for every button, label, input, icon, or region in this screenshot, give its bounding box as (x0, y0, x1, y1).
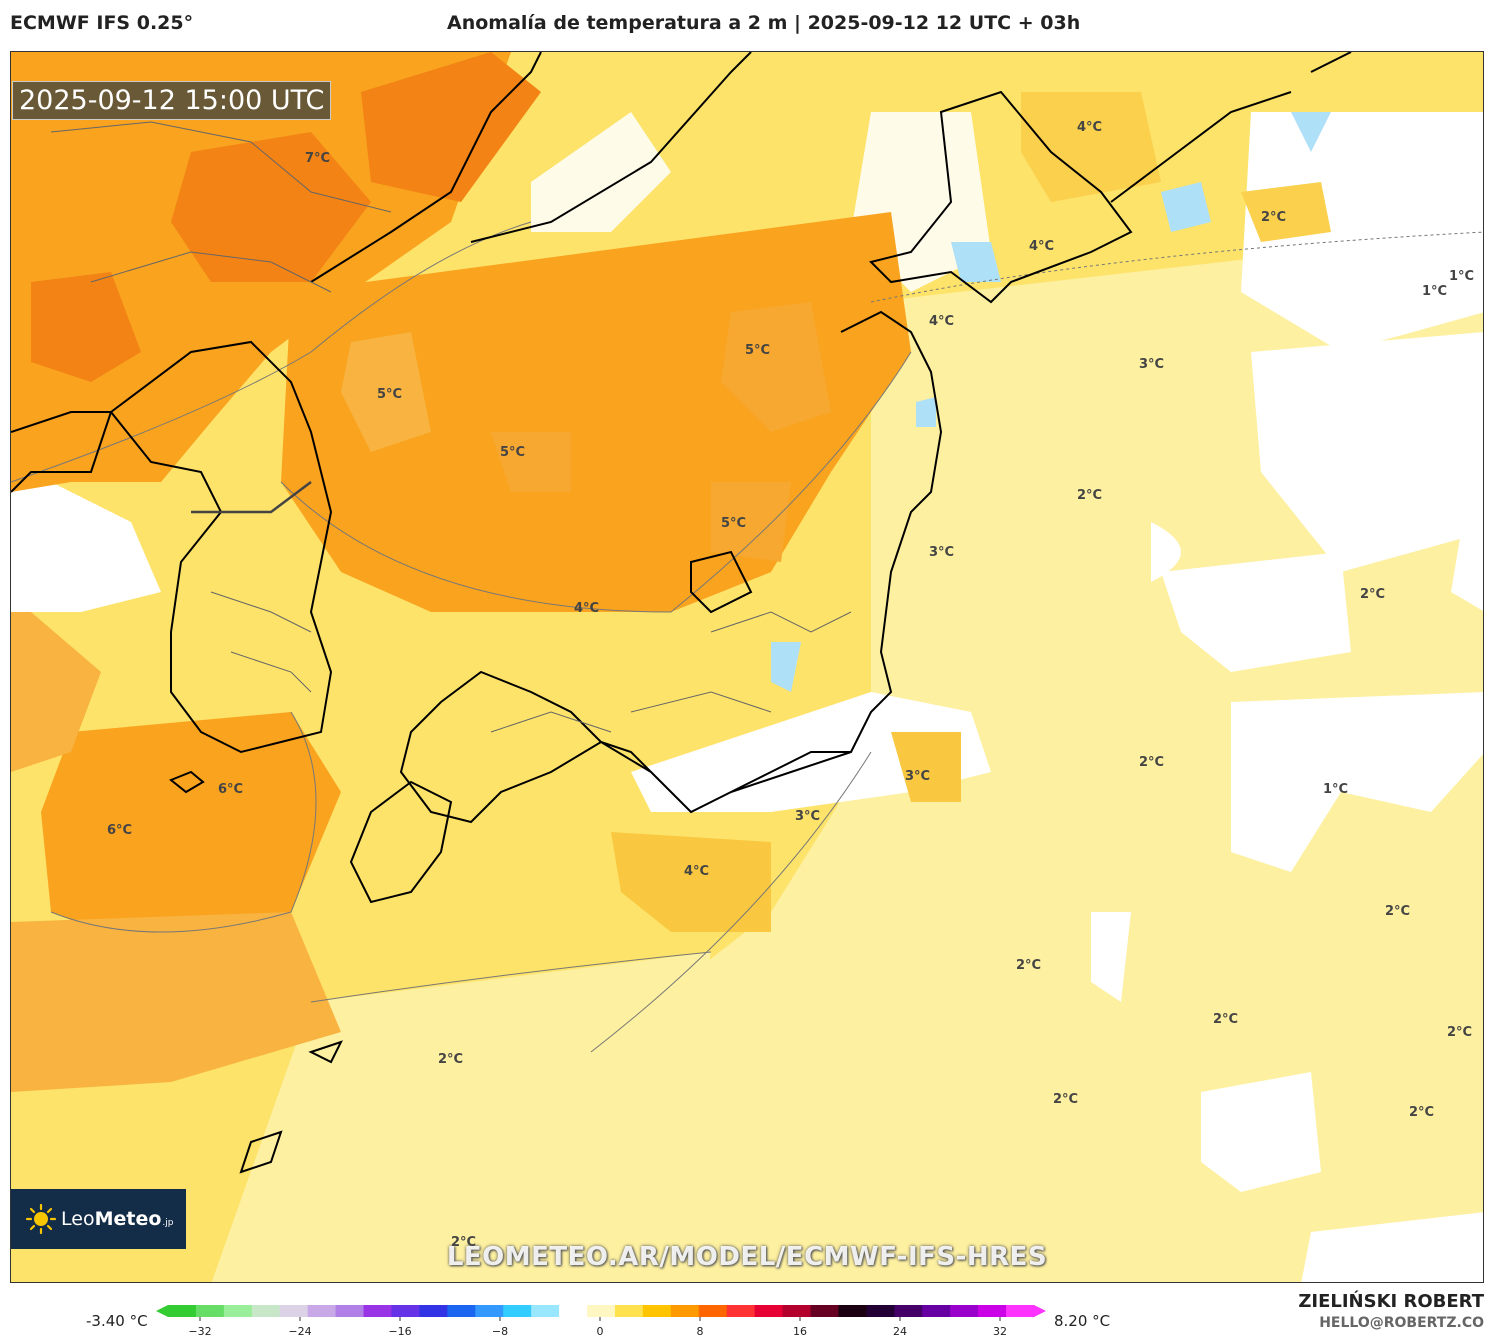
colorbar-segment (251, 1305, 281, 1317)
isotherm-label: 6°C (218, 782, 244, 797)
colorbar-segment (838, 1305, 867, 1317)
colorbar-tick-label: 32 (993, 1325, 1007, 1338)
colorbar-segment (391, 1305, 420, 1317)
colorbar-segment (642, 1305, 672, 1317)
colorbar-segment (335, 1305, 365, 1317)
isotherm-label: 4°C (929, 314, 955, 329)
colorbar-segment (978, 1305, 1007, 1317)
colorbar-segment (698, 1305, 728, 1317)
colorbar-segment (223, 1305, 253, 1317)
colorbar-segment (782, 1305, 812, 1317)
isotherm-label: 4°C (684, 864, 710, 879)
colorbar-tick-label: −32 (188, 1325, 212, 1338)
author-name: ZIELIŃSKI ROBERT (1298, 1291, 1484, 1312)
isotherm-label: 2°C (1447, 1025, 1473, 1040)
colorbar-tick-label: 16 (793, 1325, 807, 1338)
chart-title: Anomalía de temperatura a 2 m | 2025-09-… (447, 12, 1081, 34)
isotherm-label: 2°C (1016, 958, 1042, 973)
legend-min-value: -3.40 °C (86, 1312, 148, 1330)
logo-brand-bold: Meteo (94, 1208, 162, 1230)
colorbar-segment (726, 1305, 756, 1317)
logo-brand-light: Leo (61, 1208, 95, 1230)
isotherm-label: 4°C (1077, 120, 1103, 135)
leometeo-logo[interactable]: LeoMeteo .jp (11, 1189, 186, 1249)
colorbar-segment (587, 1305, 616, 1317)
isotherm-label: 7°C (305, 151, 331, 166)
colorbar-segment (419, 1305, 448, 1317)
isotherm-label: 6°C (107, 823, 133, 838)
colorbar-tick-label: −8 (491, 1325, 509, 1338)
isotherm-label: 2°C (438, 1052, 464, 1067)
isotherm-label: 2°C (1261, 210, 1287, 225)
colorbar-segment (279, 1305, 309, 1317)
isotherm-label: 2°C (1385, 904, 1411, 919)
isotherm-label: 3°C (905, 769, 931, 784)
colorbar-tick-label: −16 (388, 1325, 412, 1338)
valid-time-badge: 2025-09-12 15:00 UTC (12, 81, 332, 120)
isotherm-label: 4°C (1029, 239, 1055, 254)
colorbar (156, 1305, 1046, 1321)
isotherm-label: 2°C (1360, 587, 1386, 602)
isotherm-label: 3°C (795, 809, 821, 824)
isotherm-label: 2°C (451, 1235, 477, 1250)
isotherm-label: 2°C (1077, 488, 1103, 503)
colorbar-arrow-low (156, 1305, 168, 1317)
colorbar-segment (559, 1305, 588, 1317)
colorbar-segment (922, 1305, 951, 1317)
isotherm-label: 1°C (1323, 782, 1349, 797)
colorbar-segment (475, 1305, 504, 1317)
colorbar-segment (195, 1305, 225, 1317)
isotherm-label: 5°C (377, 387, 403, 402)
isotherm-label: 2°C (1139, 755, 1165, 770)
isotherm-label: 2°C (1053, 1092, 1079, 1107)
temperature-anomaly-map (11, 52, 1483, 1282)
isotherm-label: 3°C (1139, 357, 1165, 372)
isotherm-label: 3°C (929, 545, 955, 560)
isotherm-label: 1°C (1449, 269, 1475, 284)
colorbar-segment (531, 1305, 560, 1317)
isotherm-label: 5°C (721, 516, 747, 531)
legend-max-value: 8.20 °C (1054, 1312, 1111, 1330)
colorbar-arrow-high (1034, 1305, 1046, 1317)
isotherm-label: 1°C (1422, 284, 1448, 299)
colorbar-segment (950, 1305, 979, 1317)
colorbar-segment (168, 1305, 197, 1317)
colorbar-segment (810, 1305, 839, 1317)
model-name: ECMWF IFS 0.25° (10, 12, 194, 34)
isotherm-label: 2°C (1213, 1012, 1239, 1027)
colorbar-segment (307, 1305, 337, 1317)
colorbar-segment (503, 1305, 532, 1317)
colorbar-segment (754, 1305, 784, 1317)
colorbar-segment (363, 1305, 392, 1317)
colorbar-tick-label: 0 (596, 1325, 604, 1338)
logo-tld: .jp (162, 1218, 174, 1228)
source-watermark: LEOMETEO.AR/MODEL/ECMWF-IFS-HRES (446, 1242, 1048, 1272)
colorbar-segment (866, 1305, 895, 1317)
colorbar-segment (1006, 1305, 1035, 1317)
author-email: HELLO@ROBERTZ.CO (1319, 1315, 1484, 1331)
isotherm-label: 4°C (574, 601, 600, 616)
isotherm-label: 2°C (1409, 1105, 1435, 1120)
colorbar-segment (614, 1305, 644, 1317)
colorbar-tick-label: 8 (696, 1325, 704, 1338)
logo-text: LeoMeteo (61, 1208, 161, 1230)
colorbar-segment (894, 1305, 923, 1317)
colorbar-tick-label: 24 (893, 1325, 907, 1338)
sun-icon (25, 1203, 57, 1235)
colorbar-segment (447, 1305, 476, 1317)
colorbar-tick-label: −24 (288, 1325, 312, 1338)
isotherm-label: 5°C (745, 343, 771, 358)
isotherm-label: 5°C (500, 445, 526, 460)
map-panel[interactable]: 2025-09-12 15:00 UTC 7°C 4°C 2°C 4°C 1°C… (10, 51, 1484, 1283)
colorbar-segment (670, 1305, 700, 1317)
